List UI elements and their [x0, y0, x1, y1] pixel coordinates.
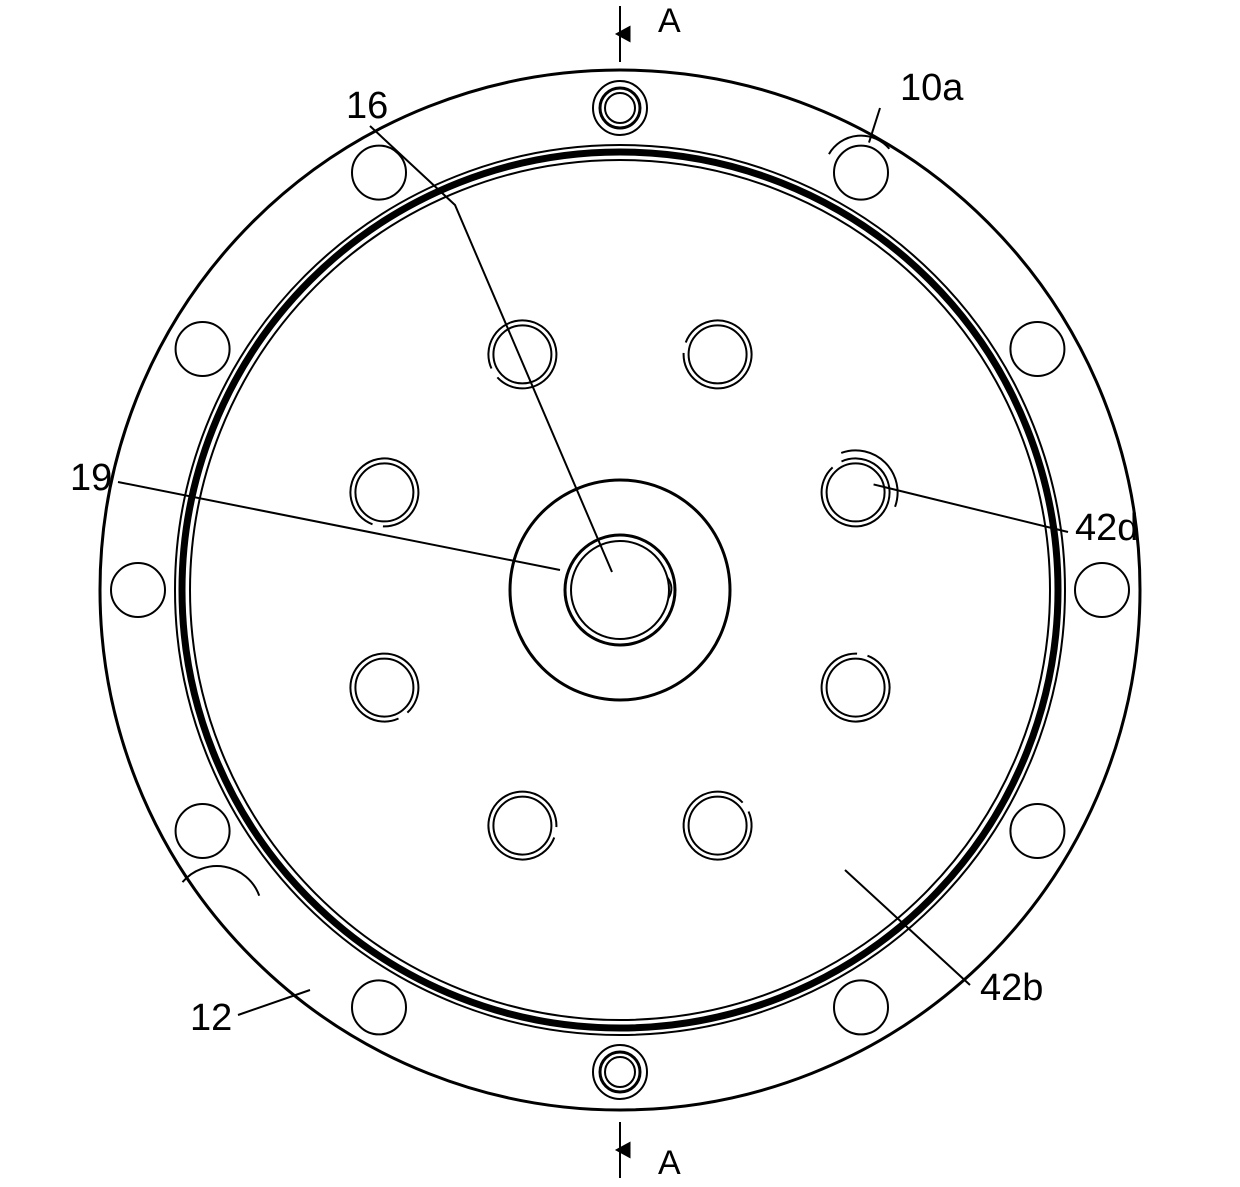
section-label-bottom: A [658, 1144, 681, 1182]
inner-hole [827, 463, 885, 521]
inner-hole [355, 659, 413, 717]
callout-42b: 42b [980, 967, 1043, 1009]
seal-ring [182, 152, 1058, 1028]
section-label-top: A [658, 2, 681, 40]
flange-hole [1010, 804, 1064, 858]
callout-12: 12 [190, 997, 232, 1039]
inner-hole [493, 797, 551, 855]
flange-hole [176, 804, 230, 858]
dowel-inner [605, 93, 635, 123]
inner-hole-ring [350, 654, 418, 722]
inner-hole [689, 797, 747, 855]
inner-hole-ring [684, 792, 752, 860]
dowel-inner [605, 1057, 635, 1087]
flange-hole [1075, 563, 1129, 617]
inner-hole-ring [822, 458, 890, 526]
plate-42b-edge [190, 160, 1050, 1020]
inner-hole [355, 463, 413, 521]
inner-hole-ring [350, 458, 418, 526]
inner-hole-ring [488, 792, 556, 860]
hub-outer [510, 480, 730, 700]
flange-hole [834, 980, 888, 1034]
hub-bore-inner [571, 541, 669, 639]
outer-flange-outer [100, 70, 1140, 1110]
flange-hole [176, 322, 230, 376]
leader-12-arc [182, 866, 259, 896]
leader-16 [370, 126, 612, 572]
flange-hole [111, 563, 165, 617]
hub-bore-outer [565, 535, 675, 645]
inner-hole-ring [488, 320, 556, 388]
inner-hole [827, 659, 885, 717]
flange-hole [1010, 322, 1064, 376]
callout-42d: 42d [1075, 507, 1138, 549]
inner-hole-ring [822, 654, 890, 722]
flange-hole [834, 146, 888, 200]
inner-hole [689, 325, 747, 383]
callout-10a: 10a [900, 67, 964, 109]
callout-16: 16 [346, 85, 388, 127]
flange-hole [352, 146, 406, 200]
flange-hole [352, 980, 406, 1034]
leader-12 [238, 990, 310, 1015]
inner-hole-ring [684, 320, 752, 388]
inner-hole [493, 325, 551, 383]
callout-19: 19 [70, 457, 112, 499]
